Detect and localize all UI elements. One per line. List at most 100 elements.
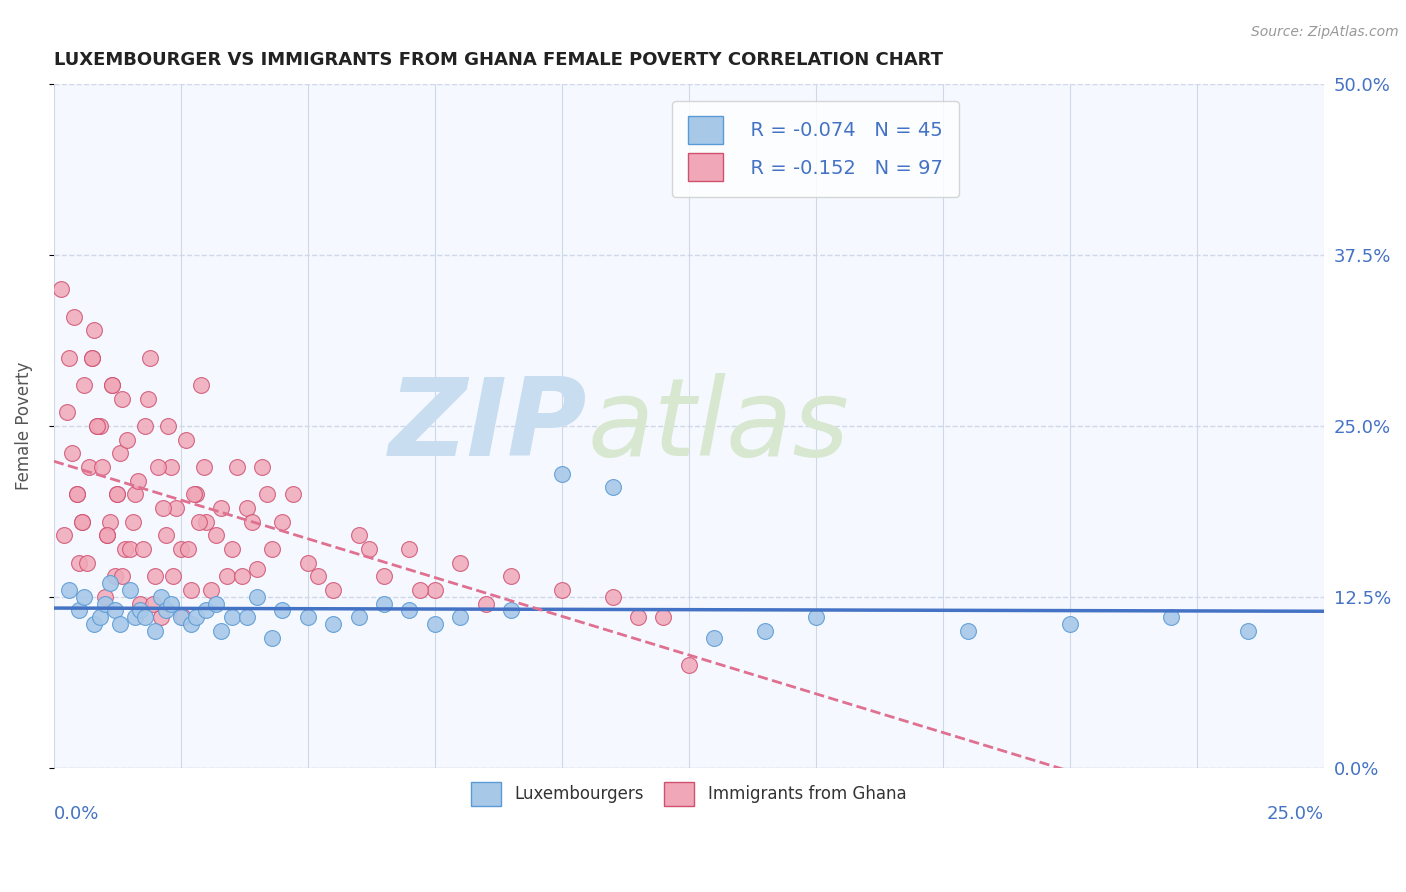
Point (155, 603, 177, 617)
Point (1160, 610, 1182, 624)
Point (146, 459, 169, 474)
Point (60, 446, 83, 460)
Point (129, 597, 152, 611)
Point (149, 610, 172, 624)
Point (215, 569, 238, 583)
Point (297, 556, 319, 570)
Point (262, 631, 284, 645)
Point (53, 528, 76, 542)
Point (281, 487, 304, 501)
Point (83, 617, 105, 632)
Point (474, 597, 496, 611)
Point (118, 582, 141, 597)
Point (205, 597, 228, 611)
Point (134, 418, 156, 433)
Point (1059, 617, 1081, 632)
Point (145, 569, 167, 583)
Point (58, 582, 80, 597)
Point (602, 590, 624, 604)
Point (51, 282, 73, 296)
Point (76, 556, 98, 570)
Point (602, 480, 624, 494)
Point (134, 610, 156, 624)
Point (190, 378, 212, 392)
Point (162, 569, 184, 583)
Point (105, 487, 128, 501)
Point (172, 610, 194, 624)
Point (155, 528, 177, 542)
Point (108, 446, 131, 460)
Point (408, 582, 430, 597)
Point (98, 576, 121, 591)
Point (551, 467, 574, 481)
Point (142, 597, 165, 611)
Point (211, 624, 233, 638)
Point (193, 459, 215, 474)
Point (70, 515, 93, 529)
Point (297, 610, 319, 624)
Point (127, 474, 149, 488)
Point (449, 556, 471, 570)
Point (398, 603, 420, 617)
Point (170, 541, 193, 556)
Text: LUXEMBOURGER VS IMMIGRANTS FROM GHANA FEMALE POVERTY CORRELATION CHART: LUXEMBOURGER VS IMMIGRANTS FROM GHANA FE… (53, 51, 943, 69)
Point (67, 556, 90, 570)
Point (86, 418, 108, 433)
Point (180, 582, 202, 597)
Point (66, 487, 89, 501)
Point (236, 500, 259, 515)
Point (231, 569, 253, 583)
Point (152, 500, 174, 515)
Point (256, 487, 278, 501)
Point (551, 582, 574, 597)
Point (159, 597, 181, 611)
Point (124, 610, 146, 624)
Point (652, 610, 675, 624)
Point (111, 392, 134, 406)
Point (195, 515, 218, 529)
Text: Source: ZipAtlas.com: Source: ZipAtlas.com (1251, 25, 1399, 39)
Point (118, 541, 141, 556)
Point (678, 658, 700, 673)
Point (83, 323, 105, 337)
Point (174, 433, 197, 447)
Point (373, 569, 395, 583)
Point (73, 590, 96, 604)
Point (449, 610, 471, 624)
Point (347, 610, 370, 624)
Point (184, 487, 207, 501)
Point (89, 610, 111, 624)
Point (236, 610, 259, 624)
Point (170, 610, 193, 624)
Point (111, 569, 134, 583)
Point (104, 603, 127, 617)
Point (55, 405, 77, 419)
Point (271, 515, 294, 529)
Point (225, 459, 247, 474)
Point (117, 433, 139, 447)
Point (1236, 624, 1258, 638)
Point (73, 378, 96, 392)
Point (184, 610, 207, 624)
Point (262, 541, 284, 556)
Point (104, 569, 127, 583)
Text: 0.0%: 0.0% (53, 805, 100, 823)
Point (80, 351, 103, 365)
Point (195, 603, 218, 617)
Point (200, 582, 222, 597)
Point (121, 515, 143, 529)
Point (101, 378, 124, 392)
Point (177, 541, 200, 556)
Text: ZIP: ZIP (389, 373, 588, 479)
Point (357, 541, 380, 556)
Point (63, 310, 86, 324)
Point (124, 487, 146, 501)
Point (180, 617, 202, 632)
Point (246, 590, 269, 604)
Y-axis label: Female Poverty: Female Poverty (15, 362, 32, 490)
Point (347, 528, 370, 542)
Point (96, 528, 118, 542)
Point (398, 541, 420, 556)
Point (114, 541, 136, 556)
Point (183, 487, 205, 501)
